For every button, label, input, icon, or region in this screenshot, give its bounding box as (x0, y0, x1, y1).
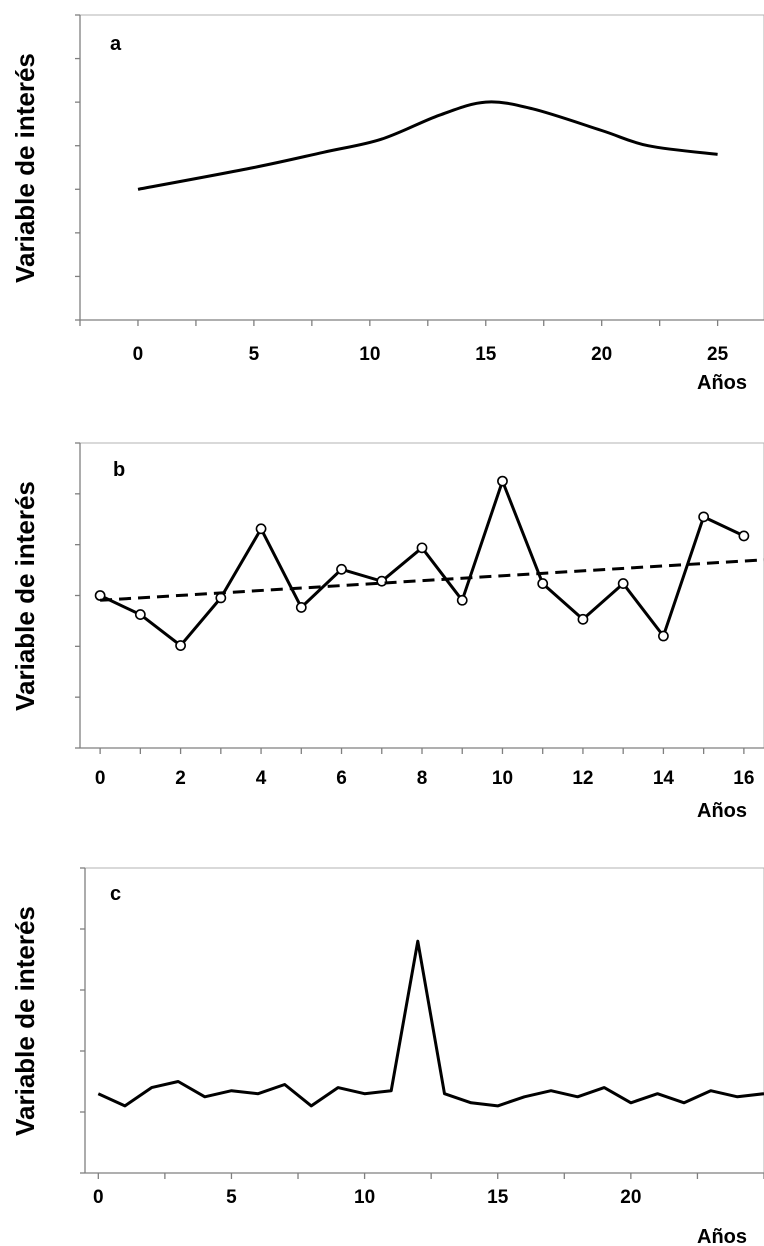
panel-label: c (110, 883, 121, 905)
data-point (658, 630, 669, 642)
y-axis-label: Variable de interés (10, 53, 40, 283)
x-tick-label: 0 (133, 344, 144, 365)
panel-label: a (110, 33, 122, 55)
chart-panel-c: 0 5 10 15 20 Variable de interés Años c (10, 867, 764, 1246)
x-tick-label: 15 (487, 1187, 509, 1208)
chart-panel-b: 0 2 4 6 8 10 12 14 16 Variable de interés Años b (10, 442, 764, 822)
x-tick-label: 6 (336, 768, 347, 789)
data-point (175, 640, 186, 651)
data-point (738, 530, 750, 542)
x-tick-label: 25 (707, 344, 729, 365)
data-point (134, 609, 146, 620)
data-point (537, 578, 549, 589)
x-axis-label: Años (697, 1226, 747, 1246)
plot-frame (80, 14, 764, 320)
chart-panel-a: 0 5 10 15 20 25 Variable de interés Años a (10, 14, 764, 394)
data-point (336, 563, 347, 575)
data-point (255, 523, 267, 535)
plot-frame (85, 867, 764, 1173)
x-axis-label: Años (697, 372, 747, 394)
data-point (215, 592, 227, 604)
data-point (497, 475, 508, 487)
x-tick-label: 5 (226, 1187, 237, 1208)
x-tick-label: 16 (733, 768, 754, 789)
x-axis-label: Años (697, 800, 747, 822)
x-tick-label: 0 (93, 1187, 104, 1208)
panel-label: b (113, 459, 125, 481)
y-axis-label: Variable de interés (10, 906, 40, 1136)
data-point (416, 542, 428, 554)
data-point (376, 575, 388, 587)
x-tick-label: 10 (354, 1187, 375, 1208)
y-axis-label: Variable de interés (10, 481, 40, 711)
x-tick-label: 14 (653, 768, 675, 789)
x-tick-label: 0 (95, 768, 106, 789)
x-tick-label: 10 (492, 768, 513, 789)
trend-line (100, 558, 764, 602)
x-tick-label: 2 (175, 768, 186, 789)
data-point (698, 511, 710, 523)
series-line (97, 939, 764, 1108)
x-tick-label: 10 (359, 344, 380, 365)
x-tick-label: 20 (591, 344, 612, 365)
x-tick-label: 15 (475, 344, 497, 365)
x-tick-label: 8 (417, 768, 428, 789)
series-line (99, 479, 745, 647)
plot-frame (80, 442, 764, 748)
x-tick-label: 20 (620, 1187, 641, 1208)
data-point (456, 594, 468, 606)
data-point (617, 578, 629, 589)
data-point (295, 602, 307, 613)
x-tick-label: 5 (249, 344, 260, 365)
data-point (577, 613, 589, 625)
x-tick-label: 4 (256, 768, 267, 789)
x-tick-label: 12 (572, 768, 593, 789)
series-line (137, 100, 718, 191)
